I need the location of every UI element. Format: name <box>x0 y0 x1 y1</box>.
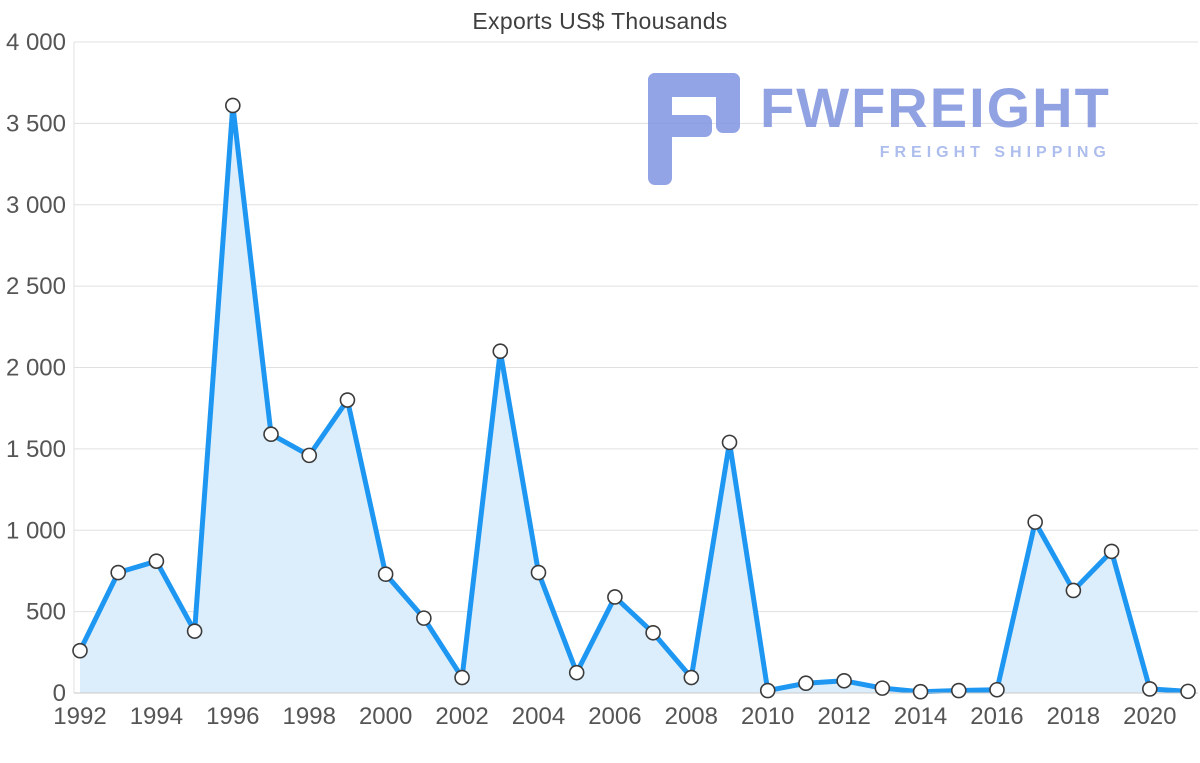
y-tick-label: 2 000 <box>6 355 66 382</box>
series-line <box>77 102 1191 695</box>
x-tick-label: 2002 <box>435 703 488 730</box>
data-point-marker[interactable] <box>148 553 165 569</box>
data-point-marker[interactable] <box>416 610 432 626</box>
y-tick-label: 3 500 <box>6 110 66 137</box>
data-point-marker[interactable] <box>225 97 241 114</box>
y-tick-label: 1 000 <box>6 517 66 544</box>
data-point-marker[interactable] <box>721 434 738 451</box>
y-tick-label: 2 500 <box>6 273 66 300</box>
x-tick-label: 2006 <box>588 703 641 730</box>
data-point-marker[interactable] <box>339 392 356 408</box>
data-point-marker[interactable] <box>454 669 470 686</box>
data-point-marker[interactable] <box>1027 514 1043 530</box>
data-point-marker[interactable] <box>186 623 203 639</box>
x-tick-label: 2012 <box>817 703 870 730</box>
x-tick-label: 2008 <box>665 703 718 730</box>
x-tick-label: 1992 <box>53 703 106 730</box>
data-point-marker[interactable] <box>1065 582 1082 599</box>
x-tick-label: 2016 <box>970 703 1023 730</box>
data-point-marker[interactable] <box>683 669 700 686</box>
y-tick-label: 1 500 <box>6 436 66 463</box>
x-tick-label: 1996 <box>206 703 259 730</box>
data-point-marker[interactable] <box>645 624 661 641</box>
x-tick-label: 2020 <box>1123 703 1176 730</box>
data-point-marker[interactable] <box>1103 543 1120 560</box>
x-tick-label: 2014 <box>894 703 947 730</box>
data-point-marker[interactable] <box>301 447 318 464</box>
data-point-marker[interactable] <box>377 566 394 582</box>
data-point-marker[interactable] <box>607 589 623 605</box>
data-point-marker[interactable] <box>912 683 929 700</box>
data-point-marker[interactable] <box>530 564 547 581</box>
data-point-marker[interactable] <box>568 664 585 681</box>
y-tick-label: 0 <box>53 680 66 707</box>
data-point-marker[interactable] <box>263 426 279 443</box>
x-tick-label: 2000 <box>359 703 412 730</box>
data-point-marker[interactable] <box>1180 683 1196 700</box>
data-point-marker[interactable] <box>72 642 88 659</box>
chart-title: Exports US$ Thousands <box>472 8 728 34</box>
x-tick-label: 2010 <box>741 703 794 730</box>
data-point-marker[interactable] <box>950 682 967 699</box>
data-point-marker[interactable] <box>836 672 852 689</box>
data-point-marker[interactable] <box>989 681 1005 698</box>
x-tick-label: 1994 <box>130 703 183 730</box>
y-tick-label: 500 <box>26 599 66 626</box>
data-point-marker[interactable] <box>110 564 127 581</box>
data-point-marker[interactable] <box>759 682 776 699</box>
y-tick-label: 3 000 <box>6 192 66 219</box>
data-point-marker[interactable] <box>1141 681 1158 697</box>
data-point-marker[interactable] <box>874 680 891 696</box>
y-tick-label: 4 000 <box>6 29 66 56</box>
x-tick-label: 1998 <box>283 703 336 730</box>
data-point-marker[interactable] <box>798 675 814 692</box>
x-tick-label: 2018 <box>1047 703 1100 730</box>
series-area-fill <box>80 105 1188 693</box>
x-tick-label: 2004 <box>512 703 565 730</box>
data-point-marker[interactable] <box>492 343 509 360</box>
